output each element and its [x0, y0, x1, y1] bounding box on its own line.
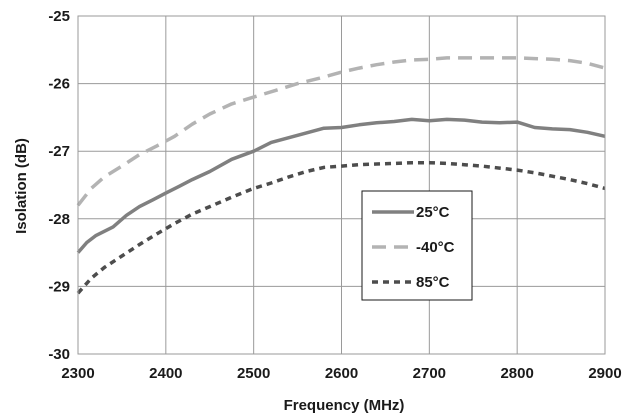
legend-label-1: -40°C: [416, 239, 455, 256]
y-tick-label: -25: [48, 8, 70, 25]
y-tick-label: -27: [48, 143, 70, 160]
x-tick-label: 2500: [237, 365, 270, 382]
x-tick-label: 2900: [588, 365, 621, 382]
x-axis-title: Frequency (MHz): [284, 397, 405, 414]
y-tick-label: -30: [48, 346, 70, 363]
series-line-1: [76, 56, 606, 207]
y-tick-label: -28: [48, 211, 70, 228]
x-tick-label: 2300: [61, 365, 94, 382]
legend-label-2: 85°C: [416, 274, 450, 291]
x-tick-label: 2800: [500, 365, 533, 382]
plot-frame: [77, 15, 606, 355]
legend: 25°C -40°C 85°C: [361, 190, 473, 301]
series-lines: [76, 56, 606, 295]
x-tick-label: 2600: [325, 365, 358, 382]
y-tick-label: -29: [48, 278, 70, 295]
y-axis-title: Isolation (dB): [13, 138, 30, 234]
x-axis-tick-labels: 2300 2400 2500 2600 2700 2800 2900: [61, 365, 621, 382]
x-tick-label: 2700: [413, 365, 446, 382]
series-line-2: [76, 160, 606, 295]
y-axis-tick-labels: -30 -29 -28 -27 -26 -25: [48, 8, 70, 363]
legend-label-0: 25°C: [416, 204, 450, 221]
series-line-0: [76, 117, 606, 254]
y-tick-label: -26: [48, 76, 70, 93]
x-tick-label: 2400: [149, 365, 182, 382]
